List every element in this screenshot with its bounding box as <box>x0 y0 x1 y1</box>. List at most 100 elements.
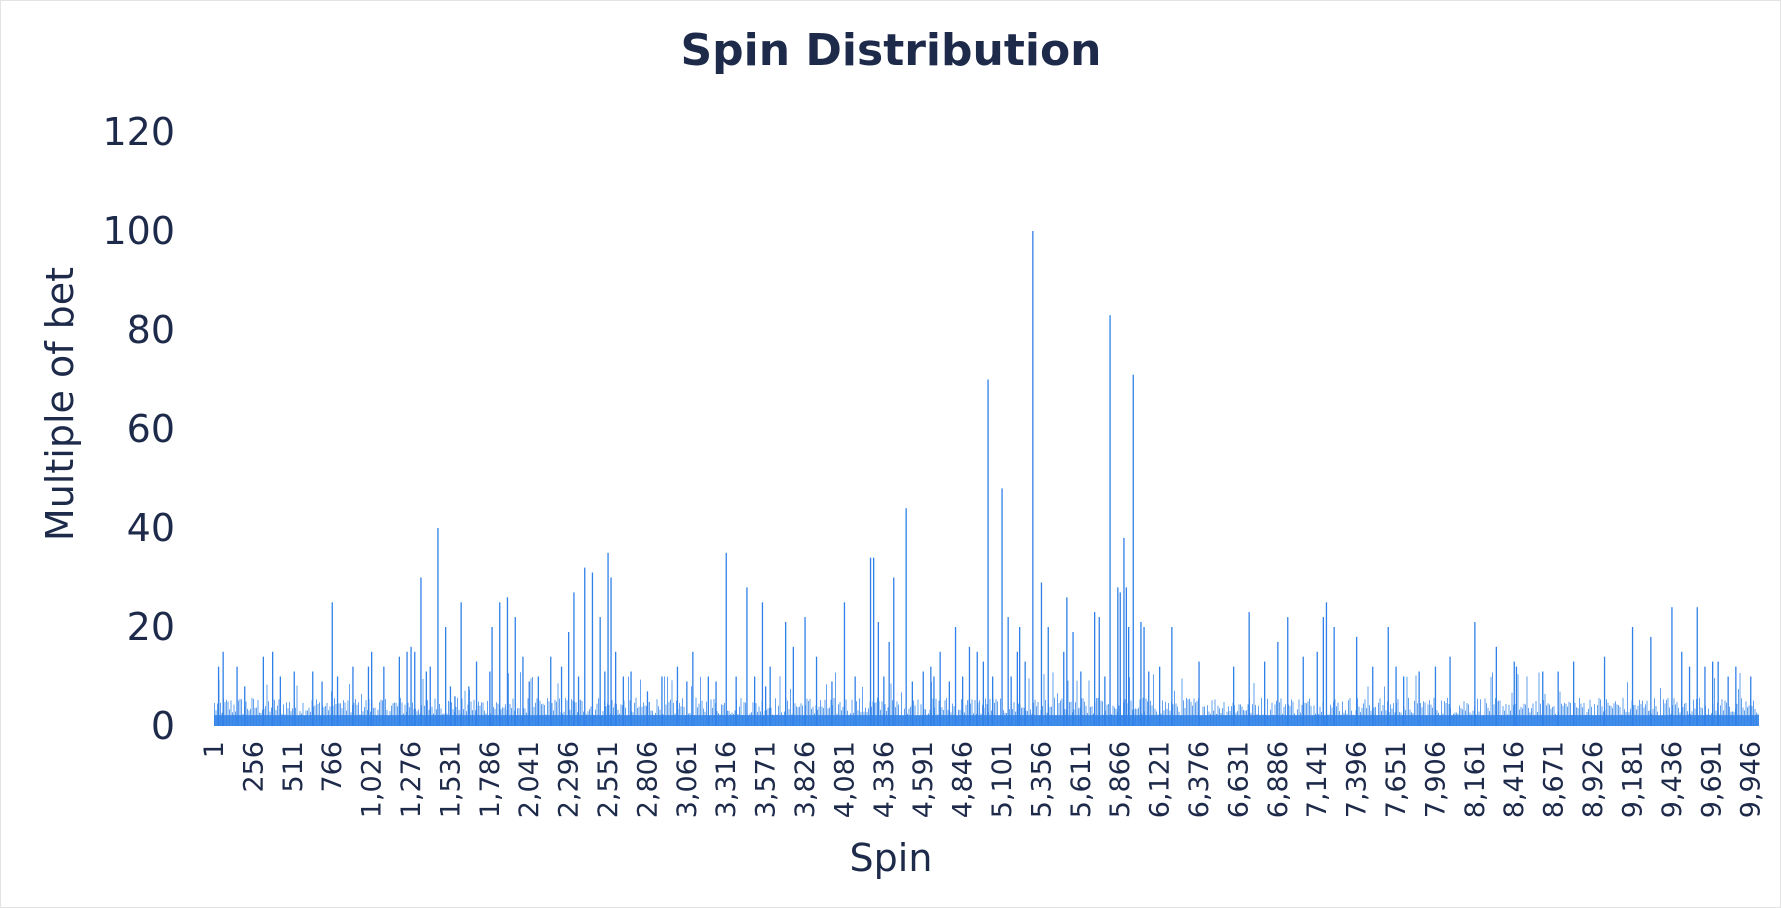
bar-fill <box>1726 702 1727 726</box>
bar-fill <box>509 703 511 726</box>
bar-fill <box>1724 700 1726 726</box>
bar-fill <box>1444 701 1445 726</box>
bar-fill <box>1273 714 1274 726</box>
bar-fill <box>1244 710 1246 726</box>
bar-fill <box>1754 708 1756 726</box>
bar-fill <box>541 704 542 726</box>
bar-fill <box>718 713 719 726</box>
bar-fill <box>673 702 674 726</box>
bar-fill <box>947 709 949 726</box>
bar-fill <box>1463 701 1465 726</box>
bar-fill <box>1483 715 1484 726</box>
bar-fill <box>1151 705 1153 726</box>
bar <box>769 666 771 726</box>
bar <box>610 577 612 726</box>
bar-fill <box>727 710 728 726</box>
bar-fill <box>325 706 326 726</box>
bar-fill <box>712 707 713 726</box>
bar-fill <box>1625 712 1627 726</box>
bar-fill <box>436 709 437 726</box>
bar-fill <box>1685 702 1687 726</box>
bar-fill <box>1612 708 1613 726</box>
bar-fill <box>745 702 746 726</box>
x-tick-label: 4,591 <box>908 741 939 818</box>
bar-fill <box>1492 672 1493 726</box>
bar <box>222 651 224 727</box>
bar-fill <box>1441 700 1442 726</box>
x-tick-label: 3,061 <box>672 741 703 818</box>
bar-fill <box>875 702 877 726</box>
x-tick-label: 7,396 <box>1342 741 1373 818</box>
bar-fill <box>1297 709 1298 726</box>
bar-fill <box>446 713 448 726</box>
bar-fill <box>901 692 902 726</box>
bar-fill <box>616 703 617 726</box>
bar <box>1403 676 1405 726</box>
bar-fill <box>1703 716 1705 726</box>
bar-fill <box>470 701 472 726</box>
bar <box>499 602 501 727</box>
bar-fill <box>887 707 889 726</box>
bar-fill <box>835 672 836 726</box>
bar-fill <box>1342 701 1343 726</box>
bar-fill <box>784 711 785 726</box>
bar-fill <box>952 703 953 726</box>
bar-fill <box>256 707 257 726</box>
bar-fill <box>1153 674 1154 726</box>
bar-fill <box>1129 677 1130 726</box>
bar-fill <box>1130 700 1132 726</box>
bar-fill <box>1757 713 1759 726</box>
y-tick-label: 0 <box>151 704 175 748</box>
bar-fill <box>511 708 512 726</box>
bar-fill <box>956 715 958 726</box>
bar-fill <box>440 708 442 726</box>
bar <box>877 622 879 726</box>
bar-fill <box>1531 708 1532 726</box>
bar <box>987 379 989 726</box>
bar-fill <box>533 706 535 726</box>
bar-fill <box>1021 707 1022 726</box>
bar-fill <box>637 708 638 726</box>
bar-fill <box>970 703 971 726</box>
bar-fill <box>1312 715 1313 726</box>
bar-fill <box>1036 706 1037 726</box>
bar-fill <box>1624 709 1625 726</box>
bar-fill <box>899 715 901 726</box>
bar-fill <box>1186 698 1187 726</box>
bar-fill <box>290 711 292 726</box>
bar-fill <box>1291 699 1292 726</box>
bar-fill <box>794 703 796 726</box>
bar-fill <box>596 703 598 726</box>
bar-fill <box>344 702 346 726</box>
bar-fill <box>862 686 863 726</box>
bar-fill <box>838 704 839 726</box>
bar-fill <box>709 715 710 726</box>
bar-fill <box>743 702 745 726</box>
bar <box>815 656 818 726</box>
bar-fill <box>361 694 362 726</box>
bar-fill <box>1229 711 1231 726</box>
bar-fill <box>1114 707 1115 726</box>
bar-fill <box>1399 712 1400 726</box>
bar-fill <box>971 699 973 726</box>
bar-fill <box>982 704 983 726</box>
bar-fill <box>1535 701 1537 726</box>
bar-fill <box>1037 702 1039 726</box>
x-tick-label: 3,571 <box>751 741 782 818</box>
bar-fill <box>706 701 707 726</box>
bar <box>367 666 370 726</box>
bar-fill <box>1343 712 1345 726</box>
bar-fill <box>1082 698 1084 726</box>
bar-fill <box>1400 712 1402 726</box>
bar-fill <box>688 713 689 726</box>
bar-fill <box>724 703 725 726</box>
bar-fill <box>671 680 673 726</box>
bar-fill <box>1397 699 1399 726</box>
bar-fill <box>1028 678 1030 726</box>
bar-fill <box>304 716 305 726</box>
x-tick-label: 8,161 <box>1460 741 1491 818</box>
bar-fill <box>1375 706 1376 726</box>
bar-fill <box>643 702 644 726</box>
bar-fill <box>1421 707 1423 726</box>
